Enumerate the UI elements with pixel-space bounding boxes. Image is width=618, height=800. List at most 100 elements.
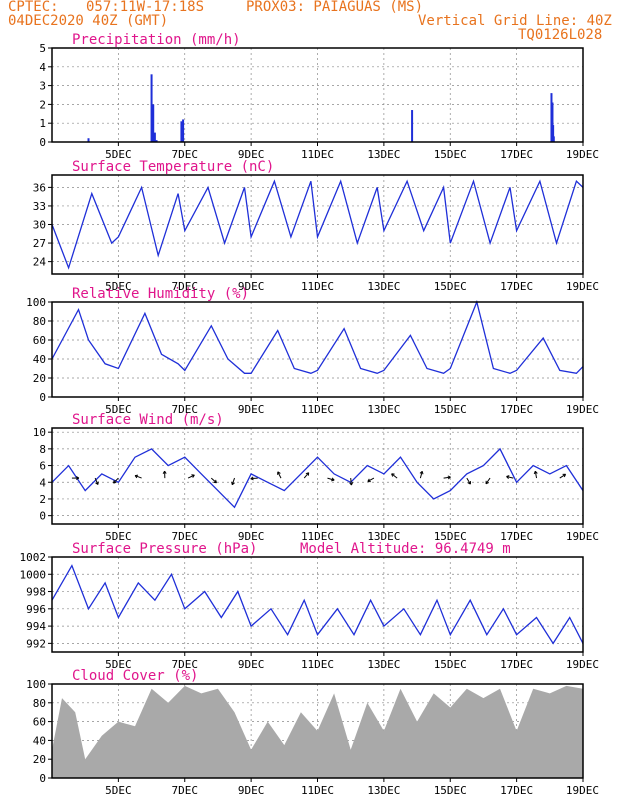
- x-tick-label: 13DEC: [367, 148, 400, 161]
- x-tick-label: 17DEC: [500, 403, 533, 416]
- x-tick-label: 5DEC: [105, 148, 132, 161]
- x-tick-label: 9DEC: [238, 148, 265, 161]
- precip-bar: [87, 138, 90, 142]
- y-tick-label: 998: [26, 586, 46, 599]
- cloud-area: [52, 685, 583, 778]
- wind-arrow: [391, 473, 398, 479]
- x-tick-label: 11DEC: [301, 658, 334, 671]
- wind-arrow-head: [305, 472, 310, 476]
- wind-arrow-head: [367, 478, 371, 483]
- x-tick-label: 5DEC: [105, 280, 132, 293]
- x-tick-label: 13DEC: [367, 403, 400, 416]
- header-source: CPTEC:: [8, 0, 59, 15]
- panel-title: Cloud Cover (%): [72, 668, 198, 684]
- x-tick-label: 11DEC: [301, 530, 334, 543]
- y-tick-label: 100: [26, 296, 46, 309]
- panel-title: Surface Pressure (hPa): [72, 541, 257, 557]
- y-tick-label: 0: [39, 391, 46, 404]
- wind-arrow-head: [331, 477, 335, 482]
- x-tick-label: 19DEC: [566, 530, 599, 543]
- panel-precip: [48, 47, 584, 146]
- rh-line: [51, 299, 584, 375]
- wind-arrow: [94, 477, 99, 485]
- precip-bar: [552, 125, 555, 142]
- panel-title: Precipitation (mm/h): [72, 32, 241, 48]
- x-tick-label: 15DEC: [434, 658, 467, 671]
- wind-arrow-head: [277, 471, 281, 475]
- x-tick-label: 7DEC: [172, 658, 199, 671]
- precip-bar: [150, 74, 153, 142]
- x-tick-label: 11DEC: [301, 148, 334, 161]
- wind-arrow-head: [391, 473, 395, 477]
- x-tick-label: 11DEC: [301, 280, 334, 293]
- x-tick-label: 19DEC: [566, 280, 599, 293]
- y-tick-label: 27: [33, 237, 46, 250]
- precip-bar: [182, 119, 185, 142]
- wind-arrow-head: [113, 480, 117, 484]
- x-tick-label: 19DEC: [566, 148, 599, 161]
- wind-arrow-head: [467, 481, 471, 485]
- wind-arrow: [303, 472, 310, 479]
- y-tick-label: 1002: [20, 551, 47, 564]
- y-tick-label: 1000: [20, 568, 47, 581]
- wind-arrow-head: [447, 475, 451, 480]
- x-tick-label: 15DEC: [434, 530, 467, 543]
- y-tick-label: 996: [26, 603, 46, 616]
- wind-arrow-head: [231, 481, 235, 486]
- x-tick-label: 15DEC: [434, 148, 467, 161]
- x-tick-label: 15DEC: [434, 280, 467, 293]
- precip-bar: [552, 136, 555, 142]
- y-tick-label: 33: [33, 200, 46, 213]
- panel-rh: [48, 299, 584, 401]
- header-coords: 057:11W-17:18S: [86, 0, 205, 15]
- wind-arrow-head: [349, 482, 354, 486]
- x-tick-label: 9DEC: [238, 403, 265, 416]
- x-tick-label: 11DEC: [301, 403, 334, 416]
- precip-bar: [551, 102, 554, 142]
- x-tick-label: 13DEC: [367, 280, 400, 293]
- header-run: 04DEC2020 40Z (GMT): [8, 13, 169, 29]
- y-tick-label: 994: [26, 620, 46, 633]
- y-tick-label: 80: [33, 697, 46, 710]
- wind-arrow-head: [95, 481, 99, 485]
- x-tick-label: 13DEC: [367, 784, 400, 797]
- y-tick-label: 2: [39, 98, 46, 111]
- precip-bar: [180, 121, 183, 142]
- y-tick-label: 2: [39, 493, 46, 506]
- x-tick-label: 5DEC: [105, 403, 132, 416]
- x-tick-label: 9DEC: [238, 658, 265, 671]
- x-tick-label: 9DEC: [238, 530, 265, 543]
- wind-arrow: [187, 474, 195, 479]
- wind-arrow: [327, 477, 335, 481]
- panel-annotation: Model Altitude: 96.4749 m: [300, 541, 511, 557]
- wind-arrow: [210, 477, 217, 484]
- x-tick-label: 13DEC: [367, 658, 400, 671]
- x-tick-label: 17DEC: [500, 530, 533, 543]
- x-tick-label: 13DEC: [367, 530, 400, 543]
- x-tick-label: 7DEC: [172, 403, 199, 416]
- wind-arrow-head: [533, 470, 538, 475]
- header-station: PROX03: PAIAGUAS (MS): [246, 0, 424, 15]
- wind-arrow-head: [250, 476, 254, 481]
- y-tick-label: 10: [33, 426, 46, 439]
- x-tick-label: 5DEC: [105, 530, 132, 543]
- wind-arrow-head: [562, 473, 567, 478]
- x-tick-label: 19DEC: [566, 403, 599, 416]
- y-tick-label: 8: [39, 443, 46, 456]
- y-tick-label: 4: [39, 476, 46, 489]
- wind-arrow: [534, 471, 538, 479]
- precip-bar: [155, 140, 158, 142]
- wind-arrow: [443, 476, 451, 479]
- y-tick-label: 20: [33, 753, 46, 766]
- x-tick-label: 7DEC: [172, 530, 199, 543]
- x-tick-label: 7DEC: [172, 280, 199, 293]
- y-tick-label: 0: [39, 772, 46, 785]
- x-tick-label: 9DEC: [238, 784, 265, 797]
- y-tick-label: 1: [39, 117, 46, 130]
- x-tick-label: 19DEC: [566, 784, 599, 797]
- x-tick-label: 17DEC: [500, 658, 533, 671]
- wind-arrow: [113, 477, 119, 484]
- panel-temp: [48, 174, 584, 278]
- y-tick-label: 60: [33, 334, 46, 347]
- x-tick-label: 17DEC: [500, 784, 533, 797]
